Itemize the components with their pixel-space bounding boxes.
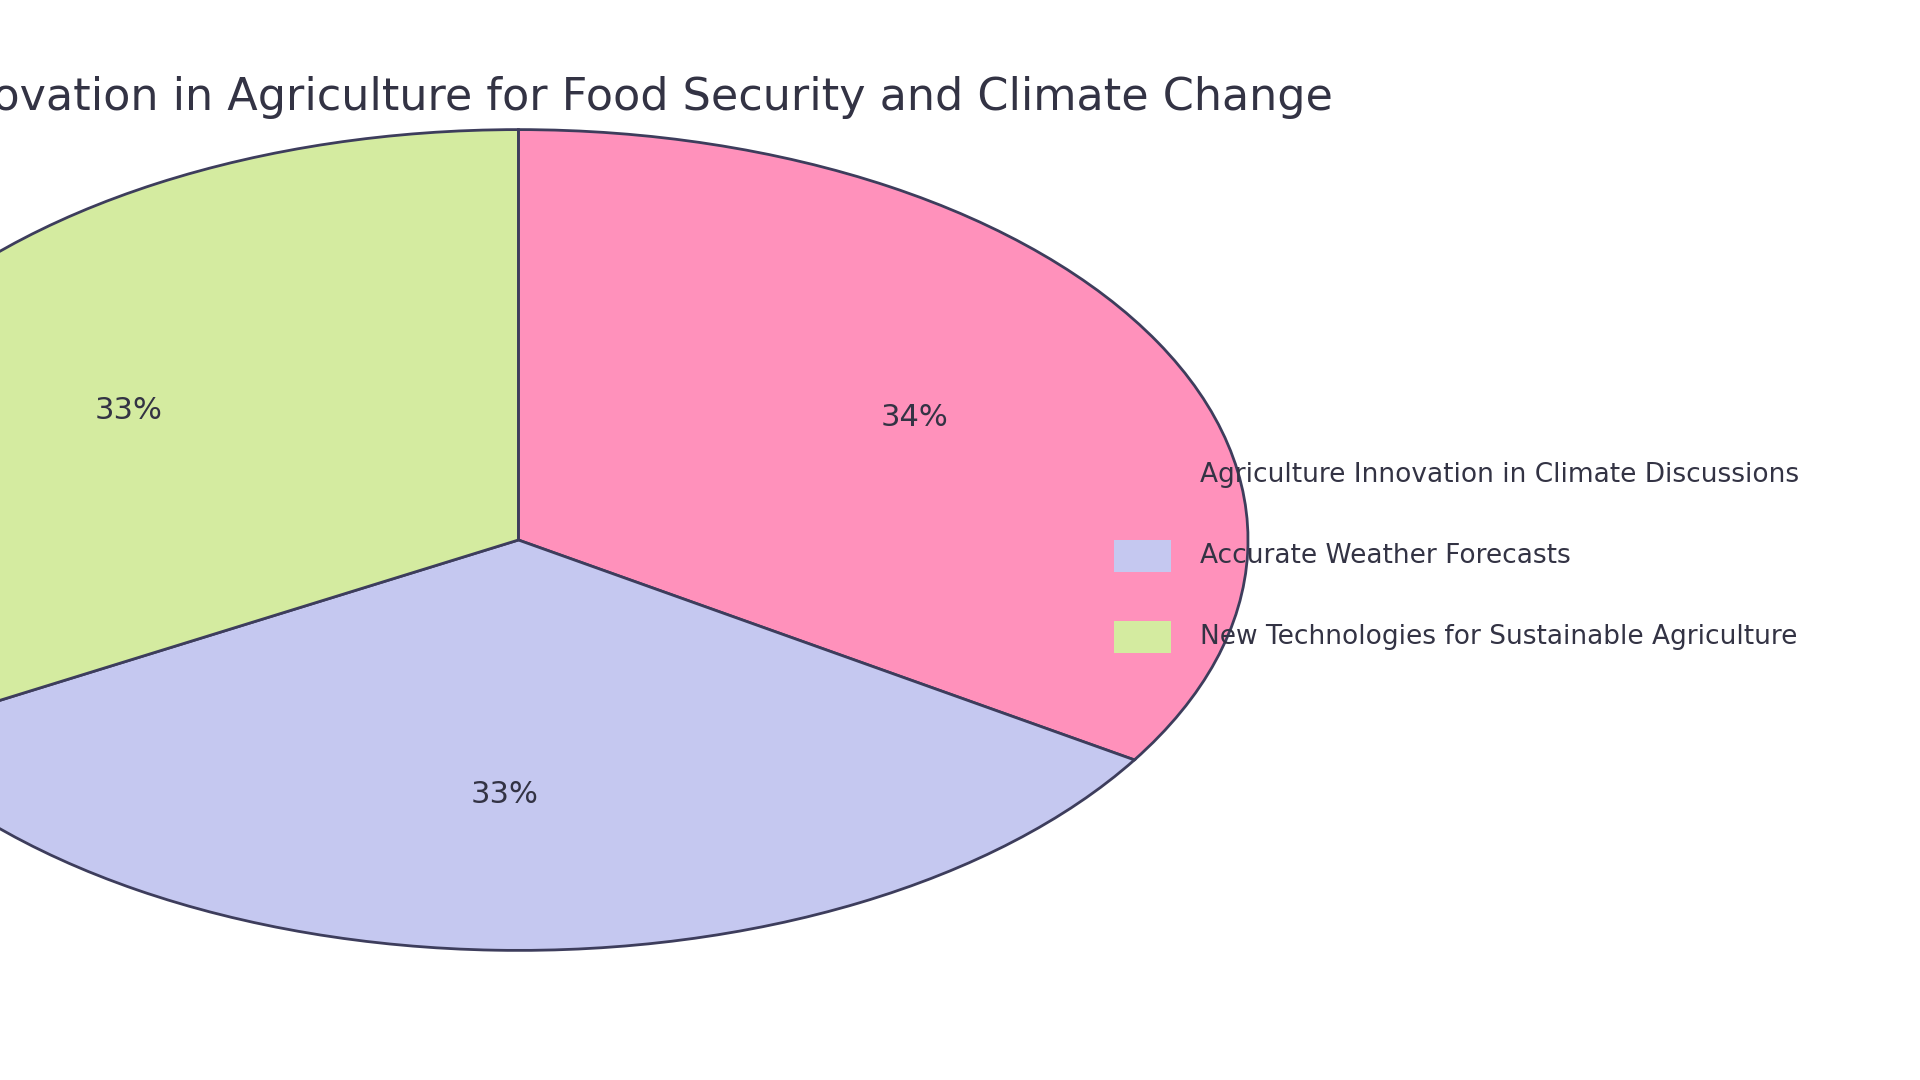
Text: Innovation in Agriculture for Food Security and Climate Change: Innovation in Agriculture for Food Secur… xyxy=(0,76,1332,119)
Text: 34%: 34% xyxy=(881,403,948,432)
Wedge shape xyxy=(0,130,518,738)
Text: 33%: 33% xyxy=(96,396,163,424)
Wedge shape xyxy=(518,130,1248,760)
Text: 33%: 33% xyxy=(470,780,538,809)
Text: Accurate Weather Forecasts: Accurate Weather Forecasts xyxy=(1200,543,1571,569)
Bar xyxy=(1114,621,1171,653)
Bar xyxy=(1114,459,1171,491)
Text: Agriculture Innovation in Climate Discussions: Agriculture Innovation in Climate Discus… xyxy=(1200,462,1799,488)
Text: New Technologies for Sustainable Agriculture: New Technologies for Sustainable Agricul… xyxy=(1200,624,1797,650)
Bar xyxy=(1114,540,1171,572)
Wedge shape xyxy=(0,540,1135,950)
